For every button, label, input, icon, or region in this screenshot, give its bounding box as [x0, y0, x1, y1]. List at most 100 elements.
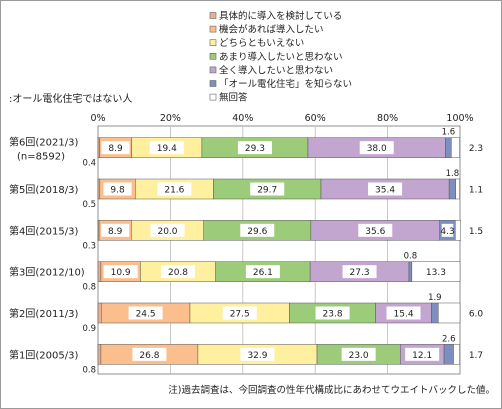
- data-label-bg: [157, 182, 192, 196]
- legend-swatch: [209, 66, 217, 74]
- data-label-bg: [368, 182, 403, 196]
- data-label: 0.9: [82, 324, 96, 334]
- bar-segment: [97, 344, 102, 365]
- data-label: 1.5: [469, 227, 483, 237]
- bar-segment: [443, 344, 454, 365]
- x-tick-label: 0%: [90, 113, 105, 124]
- data-label: 38.0: [367, 144, 387, 154]
- data-label: 35.4: [375, 186, 395, 196]
- category-label: 第4回(2015/3): [9, 224, 78, 237]
- data-label-bg: [237, 141, 272, 155]
- data-label: 2.3: [469, 144, 483, 154]
- data-label: 27.3: [350, 268, 370, 278]
- category-label: 第6回(2021/3): [9, 136, 78, 149]
- legend-swatch: [209, 80, 217, 87]
- bar-segment: [97, 302, 102, 324]
- legend-swatch: [209, 25, 217, 33]
- data-label: 8.9: [108, 227, 123, 237]
- data-label-bg: [341, 347, 376, 361]
- data-label: 13.3: [426, 268, 446, 278]
- bar-segment: [445, 137, 452, 158]
- x-tick-label: 20%: [160, 113, 181, 124]
- legend-label: どちらともいえない: [219, 38, 304, 49]
- data-label: 26.1: [253, 268, 273, 278]
- data-label: 26.8: [139, 351, 159, 361]
- data-label: 1.8: [446, 169, 460, 179]
- x-tick-label: 100%: [446, 113, 473, 124]
- data-label-bg: [441, 223, 454, 237]
- data-label-bg: [161, 265, 196, 279]
- data-label: 20.0: [157, 227, 177, 237]
- header-note: :オール電化住宅ではない人: [9, 92, 132, 105]
- data-label-bg: [101, 141, 130, 155]
- data-label-bg: [240, 347, 275, 361]
- category-label: 第3回(2012/10): [9, 266, 85, 279]
- bar-segment: [455, 220, 461, 241]
- legend-swatch: [209, 52, 217, 60]
- data-label-bg: [149, 141, 184, 155]
- x-tick-label: 80%: [377, 113, 398, 124]
- legend-swatch: [209, 93, 217, 101]
- legend-swatch: [209, 39, 217, 47]
- data-label-bg: [150, 223, 185, 237]
- data-label: 29.7: [257, 186, 277, 196]
- legend-label: 無回答: [219, 92, 248, 104]
- x-tick-label: 40%: [232, 113, 253, 124]
- bar-segment: [453, 344, 460, 365]
- data-label: 4.3: [440, 227, 454, 237]
- data-label-bg: [103, 182, 132, 196]
- legend-label: 具体的に導入を検討している: [219, 10, 342, 22]
- data-label: 12.1: [412, 351, 432, 361]
- data-label-bg: [240, 223, 275, 237]
- data-label: 32.9: [247, 351, 267, 361]
- data-label-bg: [315, 306, 350, 320]
- bar-segment: [411, 261, 461, 282]
- data-label: 0.3: [82, 241, 96, 251]
- bar-segment: [438, 302, 461, 324]
- legend-label: 機会があれば導入したい: [219, 24, 324, 36]
- bar-segment: [455, 178, 460, 200]
- category-label: 第2回(2011/3): [9, 307, 78, 320]
- data-label: 29.3: [245, 144, 265, 154]
- category-label: 第5回(2018/3): [9, 183, 78, 196]
- x-tick-label: 60%: [305, 113, 326, 124]
- data-label: 6.0: [469, 310, 484, 320]
- data-label-bg: [103, 265, 138, 279]
- data-label: 0.4: [82, 159, 96, 169]
- data-label-bg: [222, 306, 257, 320]
- data-label-bg: [342, 265, 377, 279]
- legend-swatch: [209, 12, 217, 19]
- data-label: 24.5: [136, 310, 156, 320]
- data-label-bg: [359, 141, 394, 155]
- data-label-bg: [101, 223, 130, 237]
- legend-label: 「オール電化住宅」を知らない: [219, 78, 352, 90]
- data-label: 8.9: [108, 144, 123, 154]
- data-label: 0.5: [82, 200, 96, 210]
- bar-segment: [97, 261, 102, 282]
- data-label-bg: [250, 182, 285, 196]
- data-label: 0.8: [82, 283, 96, 293]
- data-label: 21.6: [164, 186, 184, 196]
- bar-segment: [451, 137, 460, 158]
- data-label: 1.1: [469, 186, 483, 196]
- data-label-bg: [405, 347, 440, 361]
- legend-label: あまり導入したいと思わない: [219, 51, 343, 63]
- data-label: 9.8: [110, 186, 125, 196]
- data-label: 19.4: [157, 144, 177, 154]
- bar-segment: [448, 178, 456, 200]
- data-label-bg: [386, 306, 421, 320]
- data-label: 1.9: [428, 293, 442, 303]
- bar-segment: [408, 261, 413, 282]
- data-label: 20.8: [168, 268, 188, 278]
- data-label: 15.4: [394, 310, 414, 320]
- data-label: 2.6: [442, 334, 456, 344]
- data-label: 1.6: [442, 128, 456, 138]
- category-sublabel: (n=8592): [17, 152, 65, 163]
- data-label: 27.5: [230, 310, 250, 320]
- data-label-bg: [245, 265, 280, 279]
- data-label: 0.8: [82, 365, 96, 375]
- legend-label: 全く導入したいと思わない: [219, 64, 333, 76]
- data-label-bg: [128, 306, 163, 320]
